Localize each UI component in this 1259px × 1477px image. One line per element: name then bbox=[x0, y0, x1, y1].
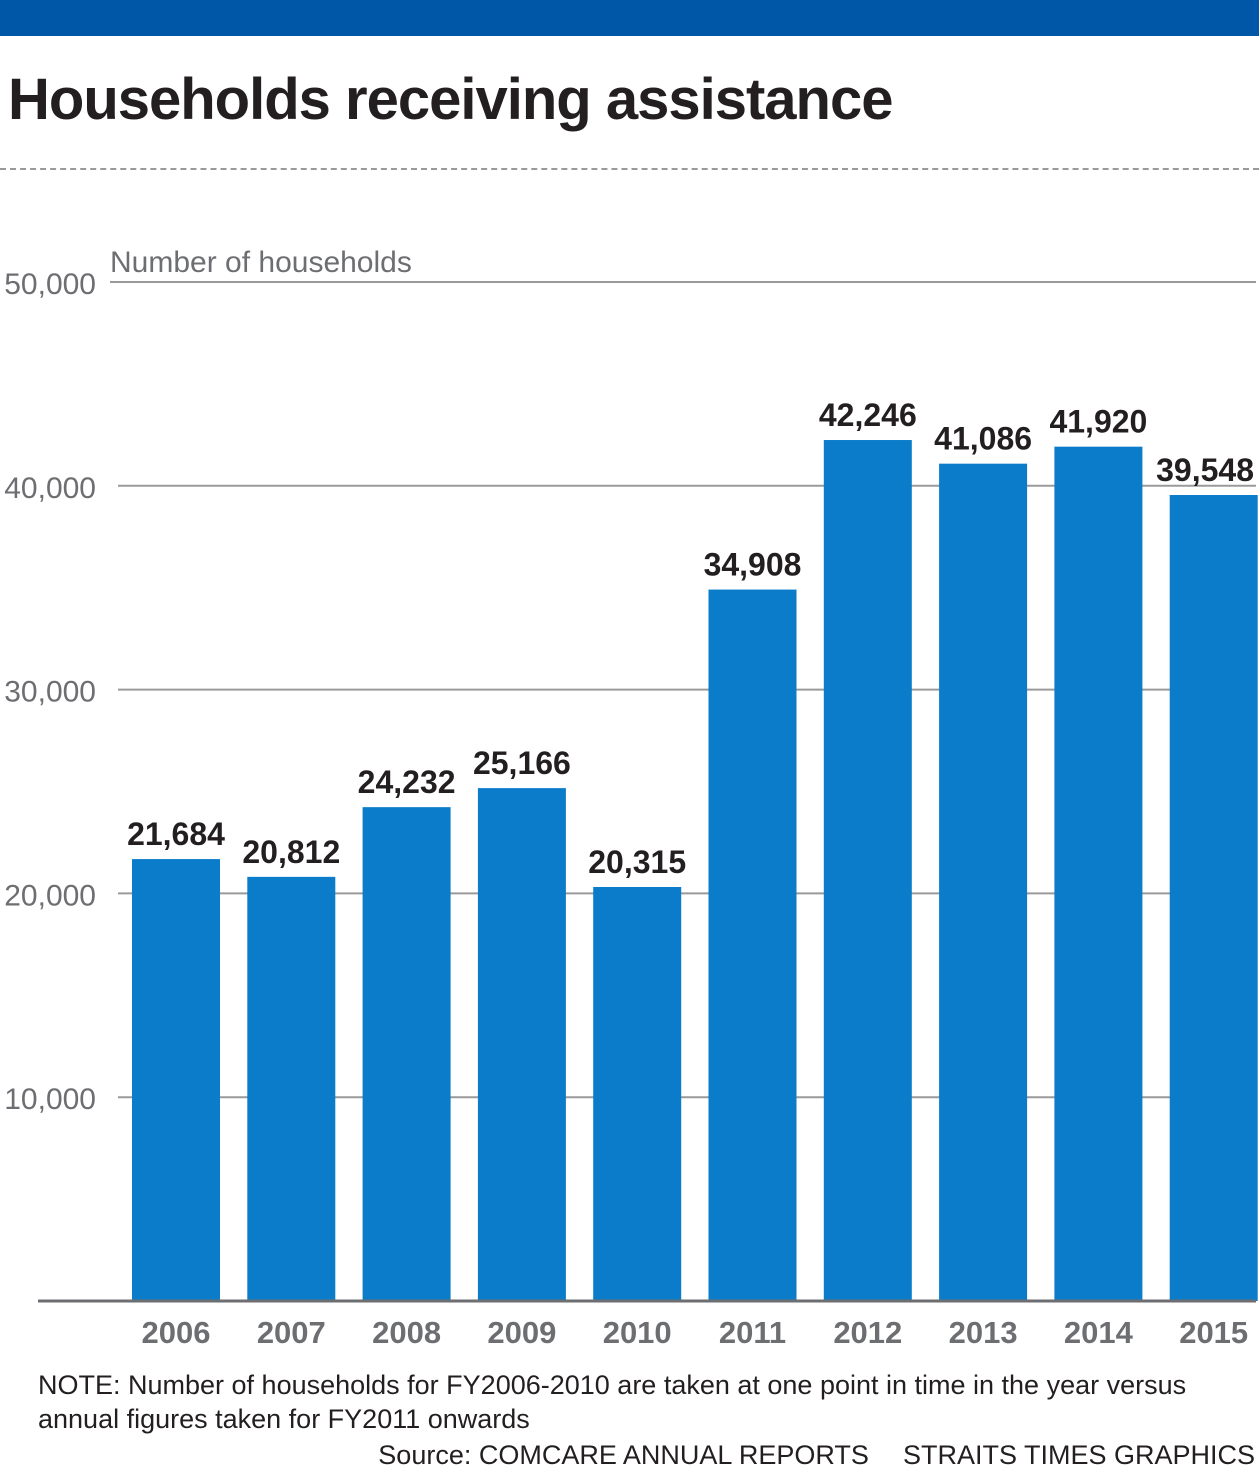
bar-2012 bbox=[823, 440, 912, 1302]
data-label: 21,684 bbox=[127, 816, 225, 852]
data-label: 41,086 bbox=[934, 421, 1032, 457]
data-label: 41,920 bbox=[1049, 404, 1147, 440]
data-label: 25,166 bbox=[473, 745, 571, 781]
data-label: 39,548 bbox=[1156, 452, 1254, 488]
x-tick-label: 2013 bbox=[949, 1315, 1018, 1350]
chart-note: NOTE: Number of households for FY2006-20… bbox=[38, 1370, 1187, 1434]
header-bar bbox=[0, 0, 1259, 36]
chart-title: Households receiving assistance bbox=[8, 67, 893, 132]
title-divider bbox=[0, 168, 1259, 170]
y-tick-label: 50,000 bbox=[4, 268, 96, 301]
bar-2008 bbox=[362, 807, 451, 1301]
graphics-credit: STRAITS TIMES GRAPHICS bbox=[902, 1440, 1255, 1470]
source-line: Source: COMCARE ANNUAL REPORTS STRAITS TI… bbox=[378, 1440, 1255, 1471]
x-tick-label: 2006 bbox=[142, 1315, 211, 1350]
source-credit: Source: COMCARE ANNUAL REPORTS bbox=[378, 1440, 869, 1470]
data-label: 34,908 bbox=[704, 547, 802, 583]
bar-2006 bbox=[132, 859, 220, 1301]
bar-2011 bbox=[708, 589, 797, 1301]
y-tick-label: 40,000 bbox=[4, 472, 96, 505]
x-tick-label: 2008 bbox=[372, 1315, 441, 1350]
y-tick-label: 30,000 bbox=[4, 676, 96, 709]
data-label: 42,246 bbox=[819, 397, 917, 433]
x-tick-label: 2011 bbox=[719, 1315, 786, 1350]
bar-2010 bbox=[593, 886, 682, 1301]
bar-2015 bbox=[1169, 495, 1258, 1302]
x-tick-label: 2007 bbox=[257, 1315, 326, 1350]
x-tick-label: 2014 bbox=[1064, 1315, 1134, 1350]
x-tick-label: 2015 bbox=[1179, 1315, 1248, 1350]
data-label: 24,232 bbox=[358, 764, 456, 800]
y-tick-label: 10,000 bbox=[4, 1083, 96, 1116]
bar-2013 bbox=[939, 463, 1028, 1301]
data-label: 20,812 bbox=[242, 834, 340, 870]
data-label: 20,315 bbox=[588, 844, 686, 880]
bar-2014 bbox=[1054, 446, 1143, 1301]
x-tick-label: 2009 bbox=[487, 1315, 556, 1350]
bar-2007 bbox=[247, 876, 336, 1301]
bar-2009 bbox=[477, 788, 566, 1301]
x-tick-label: 2012 bbox=[833, 1315, 902, 1350]
x-tick-label: 2010 bbox=[603, 1315, 672, 1350]
y-tick-label: 20,000 bbox=[4, 879, 96, 912]
y-axis-label: Number of households bbox=[110, 246, 412, 279]
